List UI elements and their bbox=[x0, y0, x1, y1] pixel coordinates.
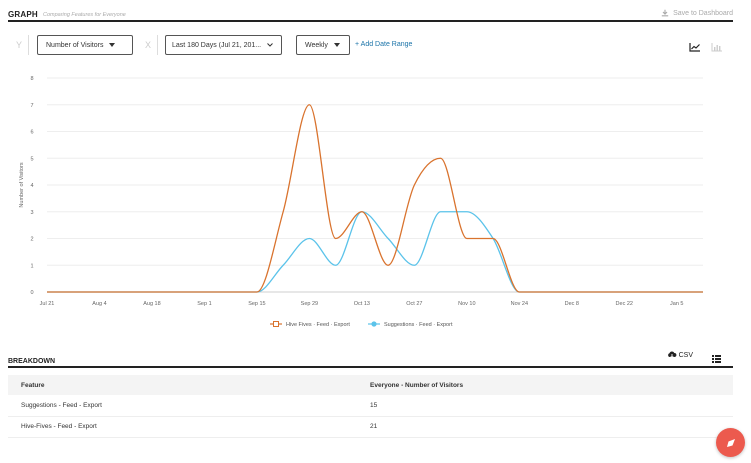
legend-label: Suggestions · Feed · Export bbox=[384, 322, 453, 328]
x-tick-label: Jul 21 bbox=[40, 301, 55, 307]
x-tick-label: Sep 1 bbox=[197, 301, 211, 307]
y-axis-selector-label: Y bbox=[16, 40, 23, 50]
csv-export-button[interactable]: CSV bbox=[667, 351, 693, 359]
send-arrow-icon bbox=[726, 438, 735, 447]
x-tick-label: Dec 8 bbox=[565, 301, 579, 307]
x-tick-label: Nov 10 bbox=[458, 301, 475, 307]
add-date-range-link[interactable]: + Add Date Range bbox=[355, 41, 413, 48]
download-icon bbox=[661, 9, 669, 17]
visitors-cell: 15 bbox=[370, 395, 733, 417]
y-tick-label: 7 bbox=[30, 103, 33, 109]
legend-marker bbox=[371, 321, 377, 327]
table-row: Suggestions - Feed - Export 15 bbox=[8, 395, 733, 417]
legend-marker bbox=[273, 321, 279, 327]
x-tick-label: Jan 5 bbox=[670, 301, 683, 307]
y-tick-label: 3 bbox=[30, 210, 33, 216]
x-tick-label: Nov 24 bbox=[511, 301, 528, 307]
y-tick-label: 8 bbox=[30, 76, 33, 82]
bar-chart-icon bbox=[711, 43, 722, 52]
series-line bbox=[46, 211, 703, 293]
breakdown-table: Feature Everyone - Number of Visitors Su… bbox=[8, 375, 733, 438]
divider bbox=[157, 35, 158, 55]
bar-chart-toggle[interactable] bbox=[711, 39, 723, 57]
x-axis-selector-label: X bbox=[145, 40, 152, 50]
feature-cell: Hive-Fives - Feed - Export bbox=[8, 416, 370, 438]
graph-subtitle: Comparing Features for Everyone bbox=[43, 12, 126, 18]
date-range-value: Last 180 Days (Jul 21, 201... bbox=[172, 41, 262, 49]
y-tick-label: 0 bbox=[30, 290, 33, 296]
y-tick-label: 4 bbox=[30, 183, 33, 189]
x-tick-label: Dec 22 bbox=[616, 301, 633, 307]
x-tick-label: Sep 29 bbox=[301, 301, 318, 307]
x-tick-label: Sep 15 bbox=[248, 301, 265, 307]
table-header-row: Feature Everyone - Number of Visitors bbox=[8, 375, 733, 395]
cloud-download-icon bbox=[667, 351, 676, 359]
metric-dropdown-value: Number of Visitors bbox=[46, 41, 104, 49]
line-chart-toggle[interactable] bbox=[689, 39, 701, 57]
table-row: Hive-Fives - Feed - Export 21 bbox=[8, 416, 733, 438]
visitors-cell: 21 bbox=[370, 416, 733, 438]
y-tick-label: 2 bbox=[30, 237, 33, 243]
series-line bbox=[46, 104, 703, 293]
graph-title: GRAPH bbox=[8, 10, 38, 19]
breakdown-title: BREAKDOWN bbox=[8, 358, 56, 365]
x-tick-label: Aug 18 bbox=[143, 301, 160, 307]
csv-label: CSV bbox=[678, 351, 693, 359]
line-chart-icon bbox=[689, 43, 700, 52]
y-axis-title: Number of Visitors bbox=[19, 162, 25, 207]
y-tick-label: 1 bbox=[30, 263, 33, 269]
column-header-visitors: Everyone - Number of Visitors bbox=[370, 375, 733, 395]
column-header-feature: Feature bbox=[8, 375, 370, 395]
interval-value: Weekly bbox=[305, 41, 328, 49]
divider bbox=[28, 35, 29, 55]
x-tick-label: Oct 13 bbox=[354, 301, 370, 307]
x-tick-label: Oct 27 bbox=[406, 301, 422, 307]
list-icon bbox=[712, 355, 721, 363]
caret-down-icon bbox=[109, 43, 116, 47]
x-tick-label: Aug 4 bbox=[92, 301, 106, 307]
y-tick-label: 5 bbox=[30, 156, 33, 162]
save-to-dashboard-button[interactable]: Save to Dashboard bbox=[661, 9, 733, 17]
breakdown-header: BREAKDOWN CSV bbox=[8, 351, 733, 368]
y-tick-label: 6 bbox=[30, 130, 33, 136]
caret-down-icon bbox=[333, 43, 340, 47]
help-chat-button[interactable] bbox=[716, 428, 745, 457]
table-view-toggle[interactable] bbox=[712, 350, 721, 368]
line-chart: 0 1 2 3 4 5 6 7 8 Number of Visitors Jul 21 Aug 4 Au… bbox=[19, 76, 703, 328]
legend-label: Hive Fives · Feed · Export bbox=[286, 322, 350, 328]
metric-dropdown[interactable]: Number of Visitors bbox=[37, 35, 133, 55]
graph-header: GRAPH Comparing Features for Everyone Sa… bbox=[8, 6, 733, 22]
save-to-dashboard-label: Save to Dashboard bbox=[673, 9, 733, 17]
interval-dropdown[interactable]: Weekly bbox=[296, 35, 350, 55]
date-range-dropdown[interactable]: Last 180 Days (Jul 21, 201... bbox=[165, 35, 282, 55]
feature-cell: Suggestions - Feed - Export bbox=[8, 395, 370, 417]
chevron-down-icon bbox=[267, 43, 273, 47]
